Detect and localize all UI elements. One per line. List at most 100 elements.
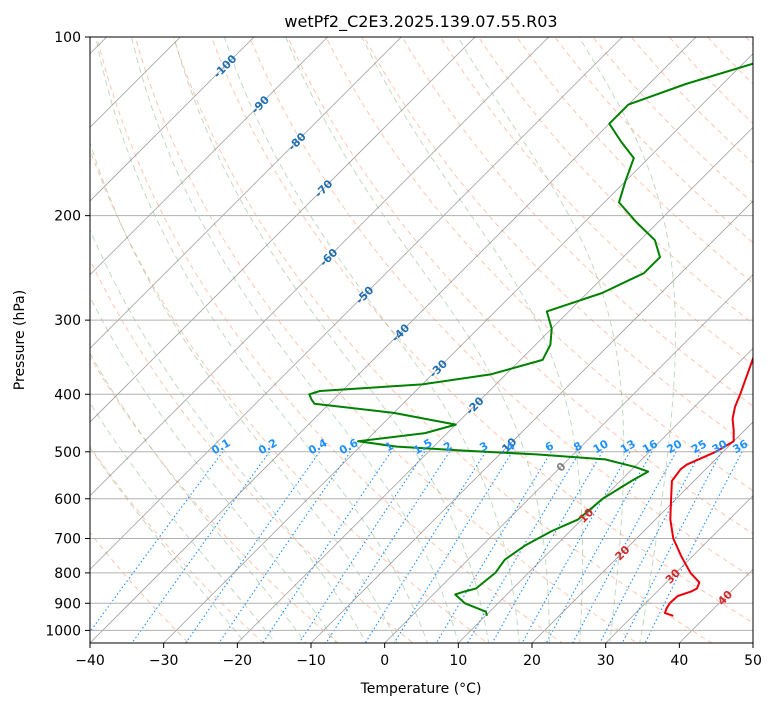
moist-adiabat [90,228,367,643]
mixing-ratio-line [131,451,271,643]
dry-adiabat [630,37,753,164]
x-tick-label: 10 [449,653,467,669]
x-tick-label: −40 [75,653,105,669]
dry-adiabat [249,37,753,579]
dry-adiabat [134,37,638,643]
mixing-ratio-line [393,451,513,643]
mixing-ratio-line [644,451,743,643]
dry-adiabat [363,37,753,449]
dry-adiabat [96,37,564,643]
moist-adiabat [131,37,459,643]
y-tick-label: 600 [54,492,81,508]
isotherm-line [752,642,753,643]
dry-adiabat [90,445,265,643]
y-tick-label: 400 [54,387,81,403]
isotherm-line [90,37,550,497]
isotherm-label: -90 [249,93,272,116]
dry-adiabat [439,37,753,366]
moist-adiabat [95,37,429,643]
dry-adiabat [325,37,753,492]
mixing-ratio-line [521,451,631,643]
mixing-ratio-line [262,451,392,643]
mixing-ratio-line [491,451,603,643]
isotherm-label: -50 [353,283,376,306]
moist-adiabat [90,352,307,643]
background-grid [90,24,775,655]
dry-adiabat [287,37,753,535]
temperature-profile-line [664,355,753,617]
moist-adiabat [223,37,520,643]
y-tick-label: 700 [54,532,81,548]
x-tick-label: −10 [296,653,326,669]
mixing-ratio-label: 0.1 [209,436,232,457]
dewpoint-profile-line [308,62,753,617]
x-tick-label: 50 [744,653,762,669]
isotherm-line [531,421,753,643]
mixing-ratio-label: 25 [689,437,709,456]
isopleth-labels: -100-90-80-70-60-50-40-30-20-10010203040… [209,52,750,608]
axes: −40 −30 −20 −10 0 10 20 30 40 5010020030040050060… [45,30,762,669]
isotherm-label: -70 [312,177,335,200]
x-tick-label: −20 [223,653,253,669]
isotherm-line [90,37,697,643]
mixing-ratio-line [364,451,487,643]
mixing-ratio-line [90,451,224,633]
isotherm-line [90,37,329,276]
moist-adiabat [90,401,276,643]
mixing-ratio-line [572,451,677,643]
mixing-ratio-line [218,451,351,643]
isotherm-label: 40 [715,588,735,608]
isotherm-line [90,37,476,423]
isotherm-label: 0 [554,460,569,475]
moist-adiabat [361,37,584,643]
isotherm-label: -20 [463,394,486,417]
y-tick-label: 800 [54,566,81,582]
dry-adiabat [771,24,775,655]
dry-adiabat [172,37,713,643]
mixing-ratio-label: 0.2 [256,436,279,457]
isotherm-line [384,274,753,643]
y-axis-label: Pressure (hPa) [12,290,28,390]
y-tick-label: 1000 [45,623,81,639]
isotherm-label: -100 [211,52,240,81]
mixing-ratio-label: 0.4 [306,436,330,457]
y-tick-label: 100 [54,30,81,46]
isotherm-label: 10 [576,505,596,525]
isotherm-line [90,37,255,202]
dry-adiabat [554,37,753,244]
y-tick-label: 300 [54,313,81,329]
isotherm-line [90,37,402,349]
x-tick-label: −30 [149,653,179,669]
dry-adiabat [211,37,753,624]
mixing-ratio-label: 0.6 [337,436,361,457]
x-tick-label: 20 [523,653,541,669]
mixing-ratio-line [185,451,321,643]
isotherm-line [163,53,753,643]
isotherm-line [605,495,753,643]
isotherm-line [90,37,623,570]
mixing-ratio-line [545,451,653,643]
dry-adiabat [477,37,753,325]
isotherm-line [90,37,181,128]
x-axis-label: Temperature (°C) [360,681,482,697]
mixing-ratio-line [621,451,722,643]
moist-adiabat [173,37,490,643]
isotherm-line [236,126,753,643]
isotherm-label: -40 [389,321,412,344]
mixing-ratio-line [298,451,426,643]
isotherm-label: 30 [663,566,683,586]
isotherm-label: 20 [613,543,633,563]
isotherm-label: -60 [317,246,340,269]
mixing-ratio-label: 10 [591,437,611,456]
moist-adiabat [90,295,337,643]
isotherm-line [457,347,753,643]
moist-adiabat [90,446,246,643]
mixing-ratio-line [466,451,581,643]
dry-adiabat [745,37,753,46]
y-tick-label: 900 [54,596,81,612]
x-tick-label: 30 [597,653,615,669]
isotherm-label: -30 [427,357,450,380]
y-tick-label: 500 [54,445,81,461]
dry-adiabat [401,37,753,407]
